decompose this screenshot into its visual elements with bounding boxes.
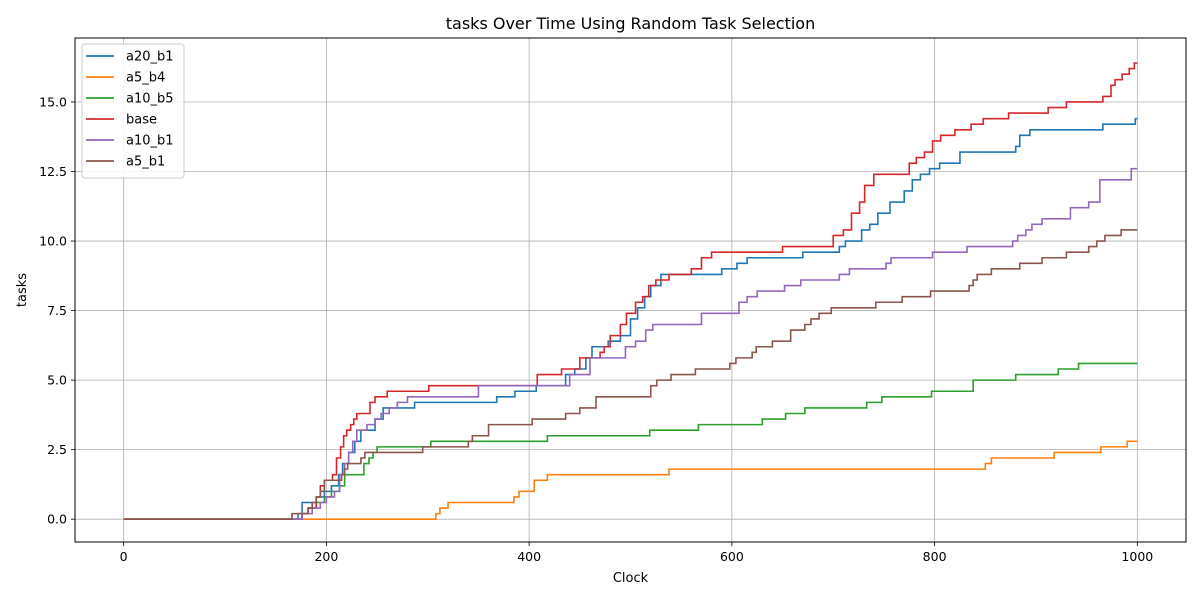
series-line-a5_b4 (123, 440, 1138, 520)
y-tick-label: 0.0 (47, 512, 67, 527)
plot-frame (74, 37, 1187, 543)
grid-lines (75, 38, 1186, 542)
y-tick-label: 2.5 (47, 442, 67, 457)
x-tick-label: 600 (720, 549, 744, 564)
x-tick-label: 1000 (1121, 549, 1153, 564)
y-tick-label: 7.5 (47, 303, 67, 318)
x-tick-label: 0 (120, 549, 128, 564)
chart-title: tasks Over Time Using Random Task Select… (446, 14, 815, 33)
x-tick-label: 200 (314, 549, 338, 564)
x-tick-label: 400 (517, 549, 541, 564)
y-tick-label: 12.5 (39, 164, 67, 179)
series-lines (123, 62, 1138, 520)
y-tick-label: 15.0 (39, 94, 67, 109)
legend-label-a10_b1: a10_b1 (126, 134, 174, 149)
y-tick-label: 10.0 (39, 234, 67, 249)
y-axis-label: tasks (15, 273, 30, 307)
series-line-base (123, 62, 1138, 520)
legend-label-base: base (126, 113, 157, 128)
y-tick-label: 5.0 (47, 373, 67, 388)
x-axis-ticks: 0 200 400 600 800 1000 (120, 542, 1153, 564)
series-line-a5_b1 (123, 229, 1138, 520)
legend-label-a5_b1: a5_b1 (126, 155, 165, 170)
x-axis-label: Clock (613, 571, 649, 586)
legend-label-a5_b4: a5_b4 (126, 71, 165, 86)
y-axis-ticks: 0.0 2.5 5.0 7.5 10.0 12.5 15.0 (39, 94, 75, 527)
legend-label-a10_b5: a10_b5 (126, 92, 174, 107)
legend-label-a20_b1: a20_b1 (126, 50, 174, 65)
x-tick-label: 800 (923, 549, 947, 564)
